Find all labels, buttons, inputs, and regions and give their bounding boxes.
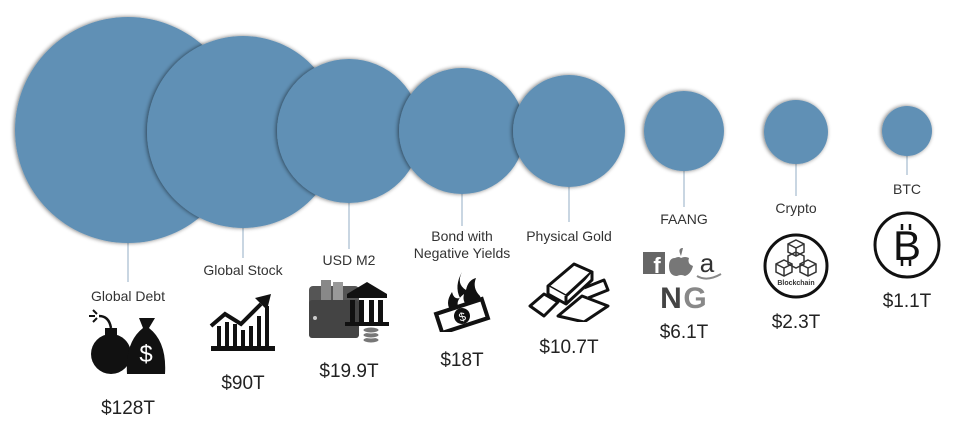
stock-chart-up-icon [209, 290, 277, 357]
svg-text:B: B [893, 222, 921, 269]
bubble-btc [882, 106, 932, 156]
bubble-bond-with-negative-yields [399, 68, 525, 194]
label-global-stock: Global Stock [203, 262, 283, 278]
svg-text:f: f [653, 253, 661, 278]
label-crypto: Crypto [775, 200, 817, 216]
gold-bars-icon [526, 258, 612, 327]
svg-text:Blockchain: Blockchain [777, 280, 814, 287]
bubble-crypto [764, 100, 828, 164]
label-global-debt: Global Debt [91, 288, 165, 304]
svg-text:G: G [683, 282, 706, 312]
bubble-physical-gold [513, 75, 625, 187]
label-line: Negative Yields [413, 245, 511, 261]
value-global-stock: $90T [221, 373, 265, 394]
svg-text:a: a [700, 248, 715, 278]
label-bond-with-negative-yields: Bond with Negative Yields [414, 228, 511, 262]
value-physical-gold: $10.7T [539, 337, 599, 358]
value-bond-with-negative-yields: $18T [440, 350, 484, 371]
wallet-bank-coins-icon [307, 278, 391, 349]
label-btc: BTC [893, 181, 921, 197]
svg-text:$: $ [457, 309, 468, 324]
value-faang: $6.1T [659, 322, 709, 343]
bitcoin-icon: B [872, 210, 942, 285]
label-line: Bond with [431, 228, 493, 244]
label-faang: FAANG [660, 211, 708, 227]
label-usd-m2: USD M2 [322, 252, 376, 268]
bubble-global-stock [147, 36, 339, 228]
blockchain-icon: Blockchain [762, 232, 830, 305]
value-crypto: $2.3T [771, 312, 821, 333]
bubble-faang [644, 91, 724, 171]
svg-text:$: $ [139, 341, 152, 368]
value-global-debt: $128T [101, 398, 155, 419]
value-btc: $1.1T [882, 291, 932, 312]
bomb-and-money-bag-icon: $ [87, 308, 169, 385]
label-physical-gold: Physical Gold [526, 228, 612, 244]
burning-money-icon: $ [432, 270, 492, 337]
value-usd-m2: $19.9T [319, 361, 379, 382]
bubble-usd-m2 [277, 59, 421, 203]
svg-text:N: N [660, 282, 682, 312]
